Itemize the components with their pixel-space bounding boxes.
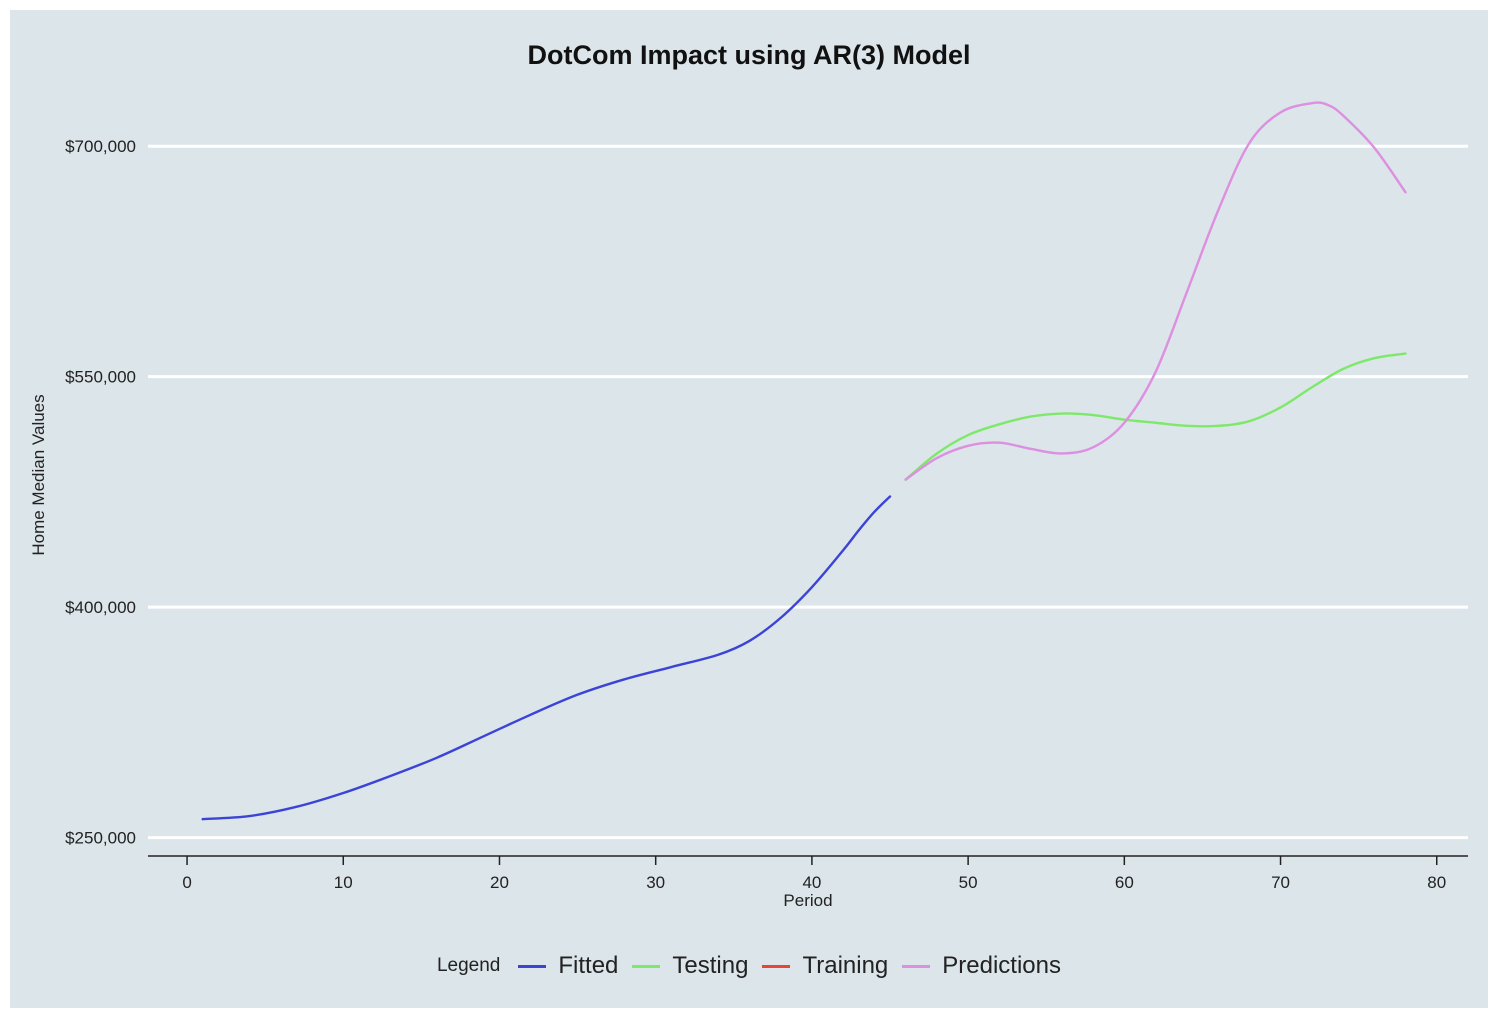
legend-label: Fitted	[558, 952, 619, 979]
x-tick-label: 50	[959, 873, 978, 892]
series-lines	[201, 101, 1407, 821]
x-tick-label: 80	[1427, 873, 1446, 892]
gridlines	[148, 144, 1468, 840]
series-line-predictions	[904, 101, 1407, 481]
chart-panel: DotCom Impact using AR(3) Model 0 10 20 30 4…	[10, 10, 1488, 1008]
legend-swatch	[762, 964, 791, 968]
chart-plot: 0 10 20 30 40 50 60 70 80 $250,000 $400,000 $550,0…	[29, 101, 1468, 910]
legend-title: Legend	[436, 955, 501, 976]
legend-swatch	[632, 964, 661, 968]
y-tick-label: $550,000	[65, 368, 136, 387]
legend-swatch	[902, 964, 931, 968]
x-tick-label: 10	[334, 873, 353, 892]
y-tick-label: $400,000	[65, 598, 136, 617]
x-axis-label: Period	[783, 891, 832, 910]
y-axis-label: Home Median Values	[29, 394, 48, 555]
x-axis-ticks: 0 10 20 30 40 50 60 70 80	[182, 856, 1446, 892]
legend-label: Training	[802, 952, 889, 979]
legend-item-testing: Testing	[632, 952, 748, 980]
legend-item-predictions: Predictions	[902, 952, 1061, 980]
series-line-fitted	[201, 495, 892, 821]
x-tick-label: 20	[490, 873, 509, 892]
x-tick-label: 60	[1115, 873, 1134, 892]
x-tick-label: 70	[1271, 873, 1290, 892]
y-tick-label: $700,000	[65, 137, 136, 156]
legend-label: Predictions	[942, 952, 1062, 979]
series-line-testing	[904, 352, 1407, 481]
chart-title: DotCom Impact using AR(3) Model	[527, 40, 971, 70]
y-tick-label: $250,000	[65, 829, 136, 848]
legend-item-training: Training	[762, 952, 888, 980]
legend-swatch	[518, 964, 547, 968]
legend-label: Testing	[672, 952, 749, 979]
legend: Legend Fitted Testing Training Predictions	[10, 952, 1488, 980]
x-tick-label: 40	[802, 873, 821, 892]
x-tick-label: 0	[182, 873, 191, 892]
legend-item-fitted: Fitted	[518, 952, 618, 980]
y-axis-ticks: $250,000 $400,000 $550,000 $700,000	[65, 137, 136, 847]
x-tick-label: 30	[646, 873, 665, 892]
